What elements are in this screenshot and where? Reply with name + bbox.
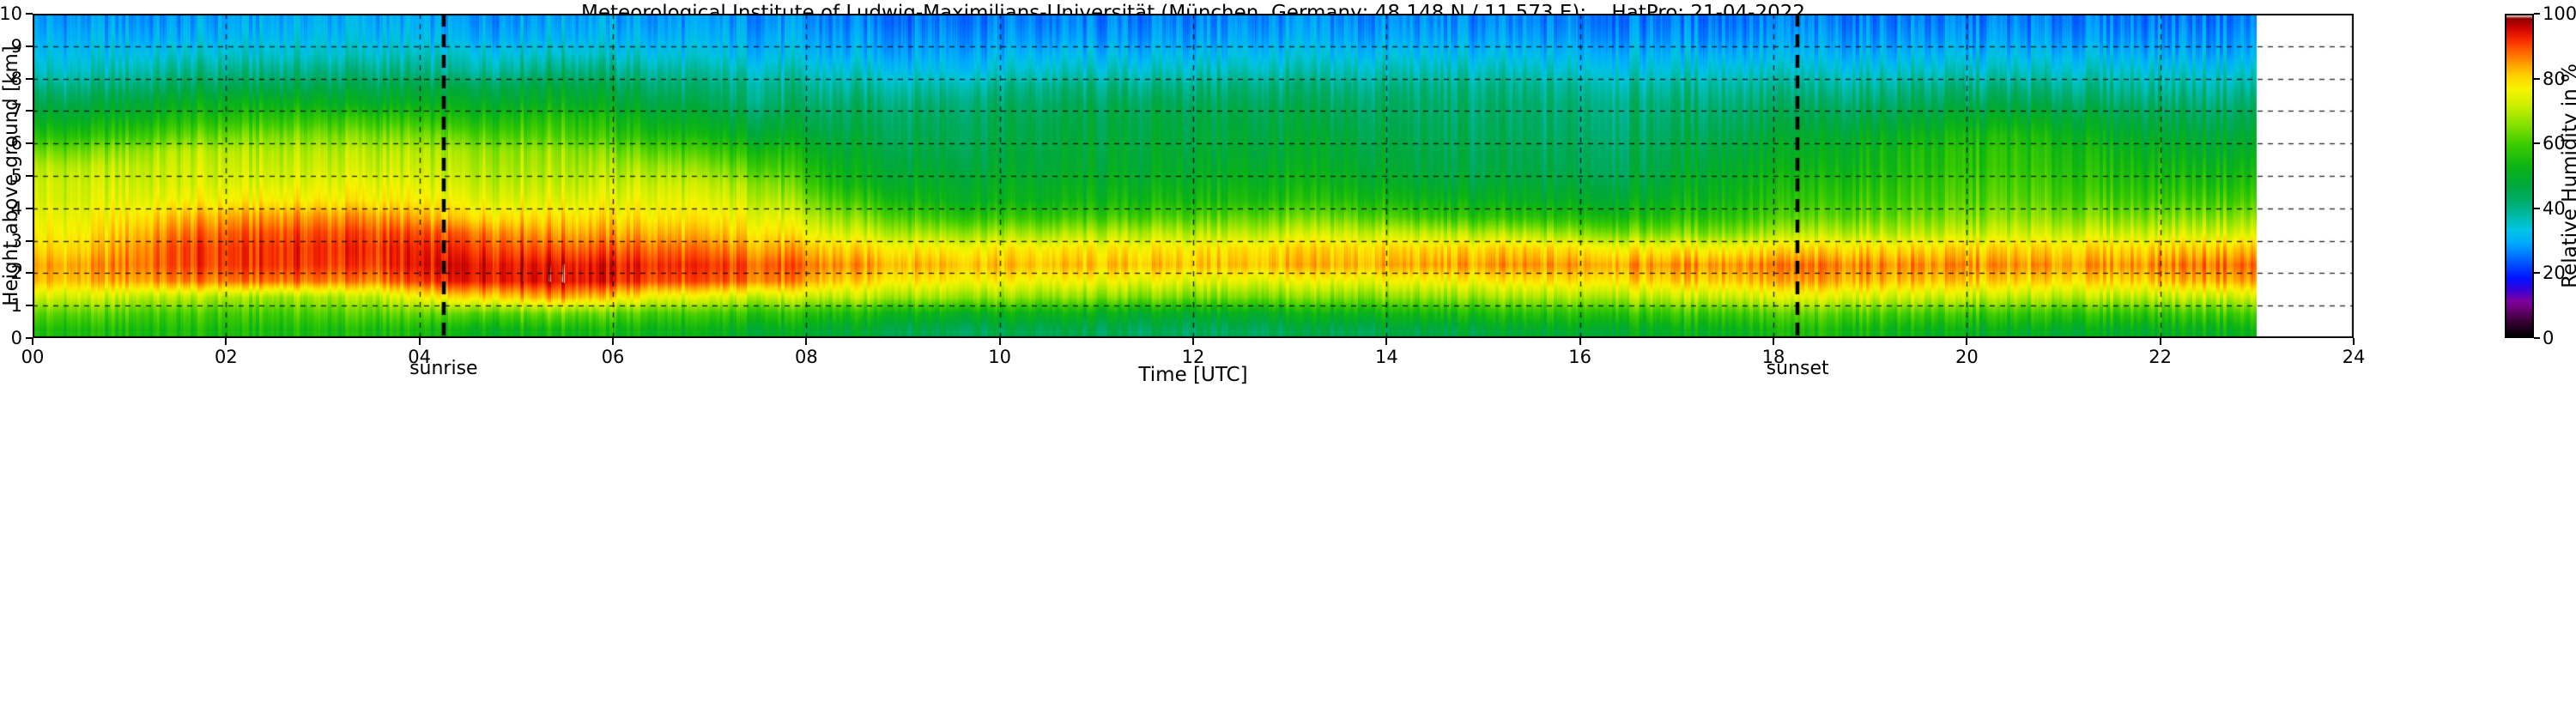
y-tick-mark — [26, 110, 33, 112]
colorbar-tick-mark — [2534, 272, 2540, 275]
colorbar-tick-mark — [2534, 77, 2540, 80]
x-tick-label: 18 — [1761, 347, 1785, 367]
colorbar-tick-mark — [2534, 207, 2540, 209]
x-tick-mark — [1192, 338, 1194, 345]
colorbar-tick-mark — [2534, 142, 2540, 145]
y-tick-label: 4 — [10, 197, 22, 219]
x-tick-mark — [418, 338, 421, 345]
x-tick-label: 06 — [601, 347, 625, 367]
colorbar-tick-mark — [2534, 337, 2540, 339]
y-tick-mark — [26, 272, 33, 275]
x-tick-mark — [805, 338, 808, 345]
sunrise-label: sunrise — [409, 358, 478, 379]
x-tick-label: 24 — [2342, 347, 2366, 367]
x-tick-mark — [1966, 338, 1968, 345]
x-tick-label: 02 — [214, 347, 238, 367]
x-tick-mark — [1773, 338, 1774, 345]
y-tick-mark — [26, 45, 33, 47]
colorbar-tick-mark — [2534, 13, 2540, 15]
y-tick-mark — [26, 13, 33, 15]
sunset-label: sunset — [1766, 358, 1829, 379]
y-tick-label: 6 — [10, 133, 22, 154]
x-tick-label: 14 — [1374, 347, 1398, 367]
y-tick-mark — [26, 175, 33, 177]
y-tick-mark — [26, 77, 33, 80]
y-tick-label: 10 — [0, 3, 22, 24]
y-tick-label: 2 — [10, 263, 22, 284]
y-tick-label: 7 — [10, 100, 22, 122]
y-tick-mark — [26, 142, 33, 145]
x-tick-mark — [225, 338, 227, 345]
y-tick-label: 5 — [10, 166, 22, 186]
y-tick-mark — [26, 239, 33, 242]
x-tick-label: 20 — [1955, 347, 1979, 367]
colorbar-tick-label: 100 — [2543, 3, 2576, 24]
y-tick-label: 0 — [10, 328, 22, 348]
plot-area — [33, 14, 2354, 338]
y-tick-mark — [26, 337, 33, 339]
x-tick-mark — [1579, 338, 1581, 345]
colorbar-label: Relative Humidity in % — [2559, 63, 2576, 288]
x-tick-label: 04 — [408, 347, 432, 367]
x-tick-mark — [998, 338, 1001, 345]
x-tick-label: 16 — [1568, 347, 1592, 367]
x-tick-label: 08 — [794, 347, 818, 367]
x-tick-label: 12 — [1181, 347, 1205, 367]
x-tick-mark — [2159, 338, 2161, 345]
y-tick-mark — [26, 305, 33, 307]
x-axis-label: Time [UTC] — [1138, 364, 1248, 386]
x-tick-mark — [612, 338, 614, 345]
x-tick-mark — [2353, 338, 2355, 345]
x-tick-label: 00 — [21, 347, 45, 367]
colorbar-tick-label: 80 — [2543, 68, 2566, 89]
y-tick-label: 1 — [10, 295, 22, 317]
colorbar — [2505, 14, 2534, 338]
colorbar-tick-label: 20 — [2543, 263, 2566, 284]
y-tick-label: 9 — [10, 35, 22, 57]
x-tick-mark — [1385, 338, 1388, 345]
x-tick-label: 10 — [988, 347, 1012, 367]
y-tick-mark — [26, 207, 33, 209]
heatmap-canvas — [33, 14, 2354, 338]
x-tick-label: 22 — [2149, 347, 2173, 367]
y-tick-label: 3 — [10, 230, 22, 251]
x-tick-mark — [32, 338, 33, 345]
y-tick-label: 8 — [10, 68, 22, 89]
colorbar-tick-label: 40 — [2543, 197, 2566, 219]
colorbar-tick-label: 60 — [2543, 133, 2566, 154]
colorbar-tick-label: 0 — [2543, 328, 2555, 348]
